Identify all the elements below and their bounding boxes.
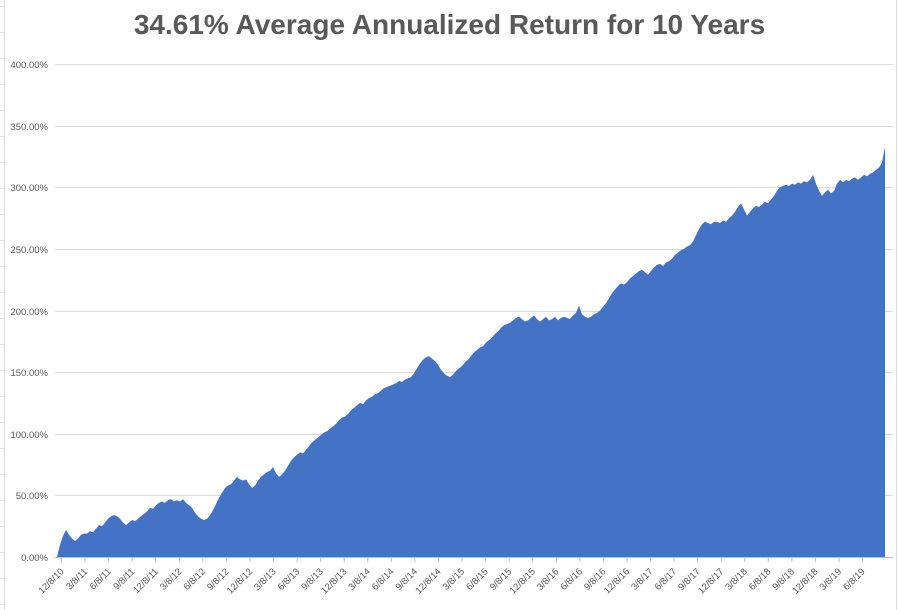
area-series [57, 146, 885, 557]
x-axis-tick-label: 6/8/16 [558, 566, 584, 592]
x-axis-tick-label: 6/8/17 [653, 566, 679, 592]
x-axis-tick-label: 6/8/18 [747, 566, 773, 592]
x-axis-tick-label: 3/8/12 [158, 566, 184, 592]
x-axis-tick-label: 6/8/13 [276, 566, 302, 592]
x-axis-tick-label: 6/8/15 [464, 566, 490, 592]
x-axis-tick-label: 3/8/15 [441, 566, 467, 592]
x-axis-tick-label: 12/8/10 [36, 566, 66, 596]
y-axis-tick-label: 400.00% [10, 60, 48, 71]
x-axis-tick-label: 6/8/19 [841, 566, 867, 592]
y-axis-tick-label: 250.00% [10, 245, 48, 256]
y-axis-tick-label: 200.00% [10, 307, 48, 318]
y-axis-tick-label: 0.00% [21, 553, 48, 564]
x-axis-tick-label: 12/8/14 [413, 566, 443, 596]
x-axis-tick-label: 6/8/11 [88, 566, 114, 592]
x-axis-tick-label: 3/8/11 [64, 566, 90, 592]
x-axis-tick-label: 3/8/13 [252, 566, 278, 592]
x-axis-tick-label: 6/8/14 [370, 566, 396, 592]
y-axis-tick-label: 350.00% [10, 122, 48, 133]
x-axis-tick-label: 12/8/18 [790, 566, 820, 596]
x-axis-tick-label: 3/8/14 [346, 566, 372, 592]
x-axis-tick-label: 12/8/16 [602, 566, 632, 596]
x-axis-tick-label: 12/8/13 [319, 566, 349, 596]
x-axis-tick-label: 3/8/16 [535, 566, 561, 592]
x-axis-tick-label: 3/8/17 [629, 566, 655, 592]
x-axis-tick-label: 3/8/18 [723, 566, 749, 592]
x-axis-tick-label: 12/8/17 [696, 566, 726, 596]
y-axis-tick-label: 100.00% [10, 430, 48, 441]
x-axis-tick-label: 6/8/12 [182, 566, 208, 592]
x-axis-tick-label: 12/8/11 [131, 566, 161, 596]
x-axis-tick-label: 3/8/19 [818, 566, 844, 592]
y-axis-tick-label: 150.00% [10, 368, 48, 379]
x-axis-tick-label: 12/8/12 [225, 566, 255, 596]
y-axis-tick-label: 50.00% [16, 491, 49, 502]
chart-title: 34.61% Average Annualized Return for 10 … [133, 9, 766, 40]
y-axis-tick-label: 300.00% [10, 183, 48, 194]
x-axis-tick-label: 12/8/15 [508, 566, 538, 596]
